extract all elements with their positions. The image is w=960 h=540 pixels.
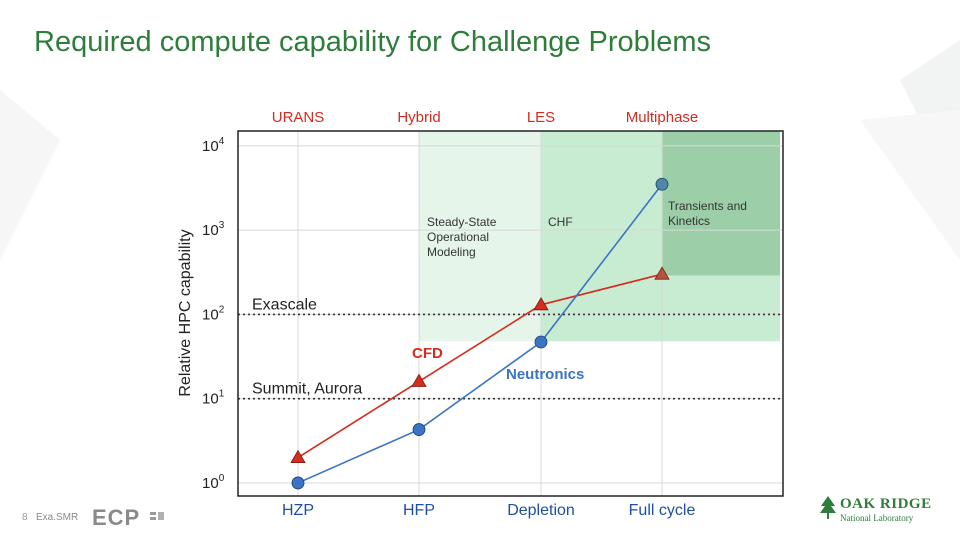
ornl-subtitle: National Laboratory bbox=[840, 513, 914, 523]
slide-title: Required compute capability for Challeng… bbox=[34, 26, 712, 58]
y-tick-label: 104 bbox=[202, 136, 225, 155]
cfd-point bbox=[533, 296, 549, 311]
top-regime-label: Hybrid bbox=[397, 109, 440, 126]
top-regime-label: Multiphase bbox=[626, 109, 699, 126]
y-axis-label: Relative HPC capability bbox=[177, 229, 194, 396]
series-line-neutronics bbox=[297, 183, 663, 484]
ornl-name: OAK RIDGE bbox=[840, 496, 932, 512]
ecp-logo-text: ECP bbox=[92, 506, 140, 530]
ecp-logo: ECP bbox=[92, 506, 164, 530]
cfd-point bbox=[411, 373, 427, 387]
series-label-neutronics: Neutronics bbox=[506, 366, 584, 383]
footer-project-name: Exa.SMR bbox=[36, 512, 79, 523]
shaded-region-dark bbox=[662, 131, 780, 276]
neutronics-point bbox=[655, 177, 669, 191]
x-tick-label: HZP bbox=[282, 502, 314, 519]
neutronics-point bbox=[534, 335, 548, 349]
reference-line-label: Exascale bbox=[252, 296, 317, 313]
y-tick-label: 101 bbox=[202, 389, 225, 408]
annotation-chf: CHF bbox=[548, 215, 573, 229]
neutronics-point bbox=[291, 476, 305, 490]
top-regime-label: LES bbox=[527, 109, 555, 126]
neutronics-point bbox=[412, 423, 426, 436]
top-regime-label: URANS bbox=[272, 109, 325, 126]
cfd-point bbox=[654, 266, 670, 280]
x-tick-label: HFP bbox=[403, 502, 435, 519]
series-line-cfd bbox=[297, 273, 663, 459]
annotation-transients: Transients and Kinetics bbox=[668, 199, 747, 228]
plot-frame bbox=[237, 130, 784, 497]
annotation-steady-state: Steady-State Operational Modeling bbox=[427, 215, 497, 259]
y-tick-label: 103 bbox=[202, 220, 225, 239]
ornl-logo: OAK RIDGE National Laboratory bbox=[818, 494, 931, 525]
y-tick-label: 100 bbox=[202, 473, 225, 492]
y-tick-label: 102 bbox=[202, 304, 225, 323]
cfd-point bbox=[290, 449, 306, 463]
tree-icon bbox=[820, 496, 836, 519]
reference-line-label: Summit, Aurora bbox=[252, 381, 362, 398]
series-label-cfd: CFD bbox=[412, 345, 443, 362]
page-number: 8 bbox=[22, 512, 28, 523]
x-tick-label: Depletion bbox=[507, 502, 575, 519]
x-tick-label: Full cycle bbox=[629, 502, 696, 519]
